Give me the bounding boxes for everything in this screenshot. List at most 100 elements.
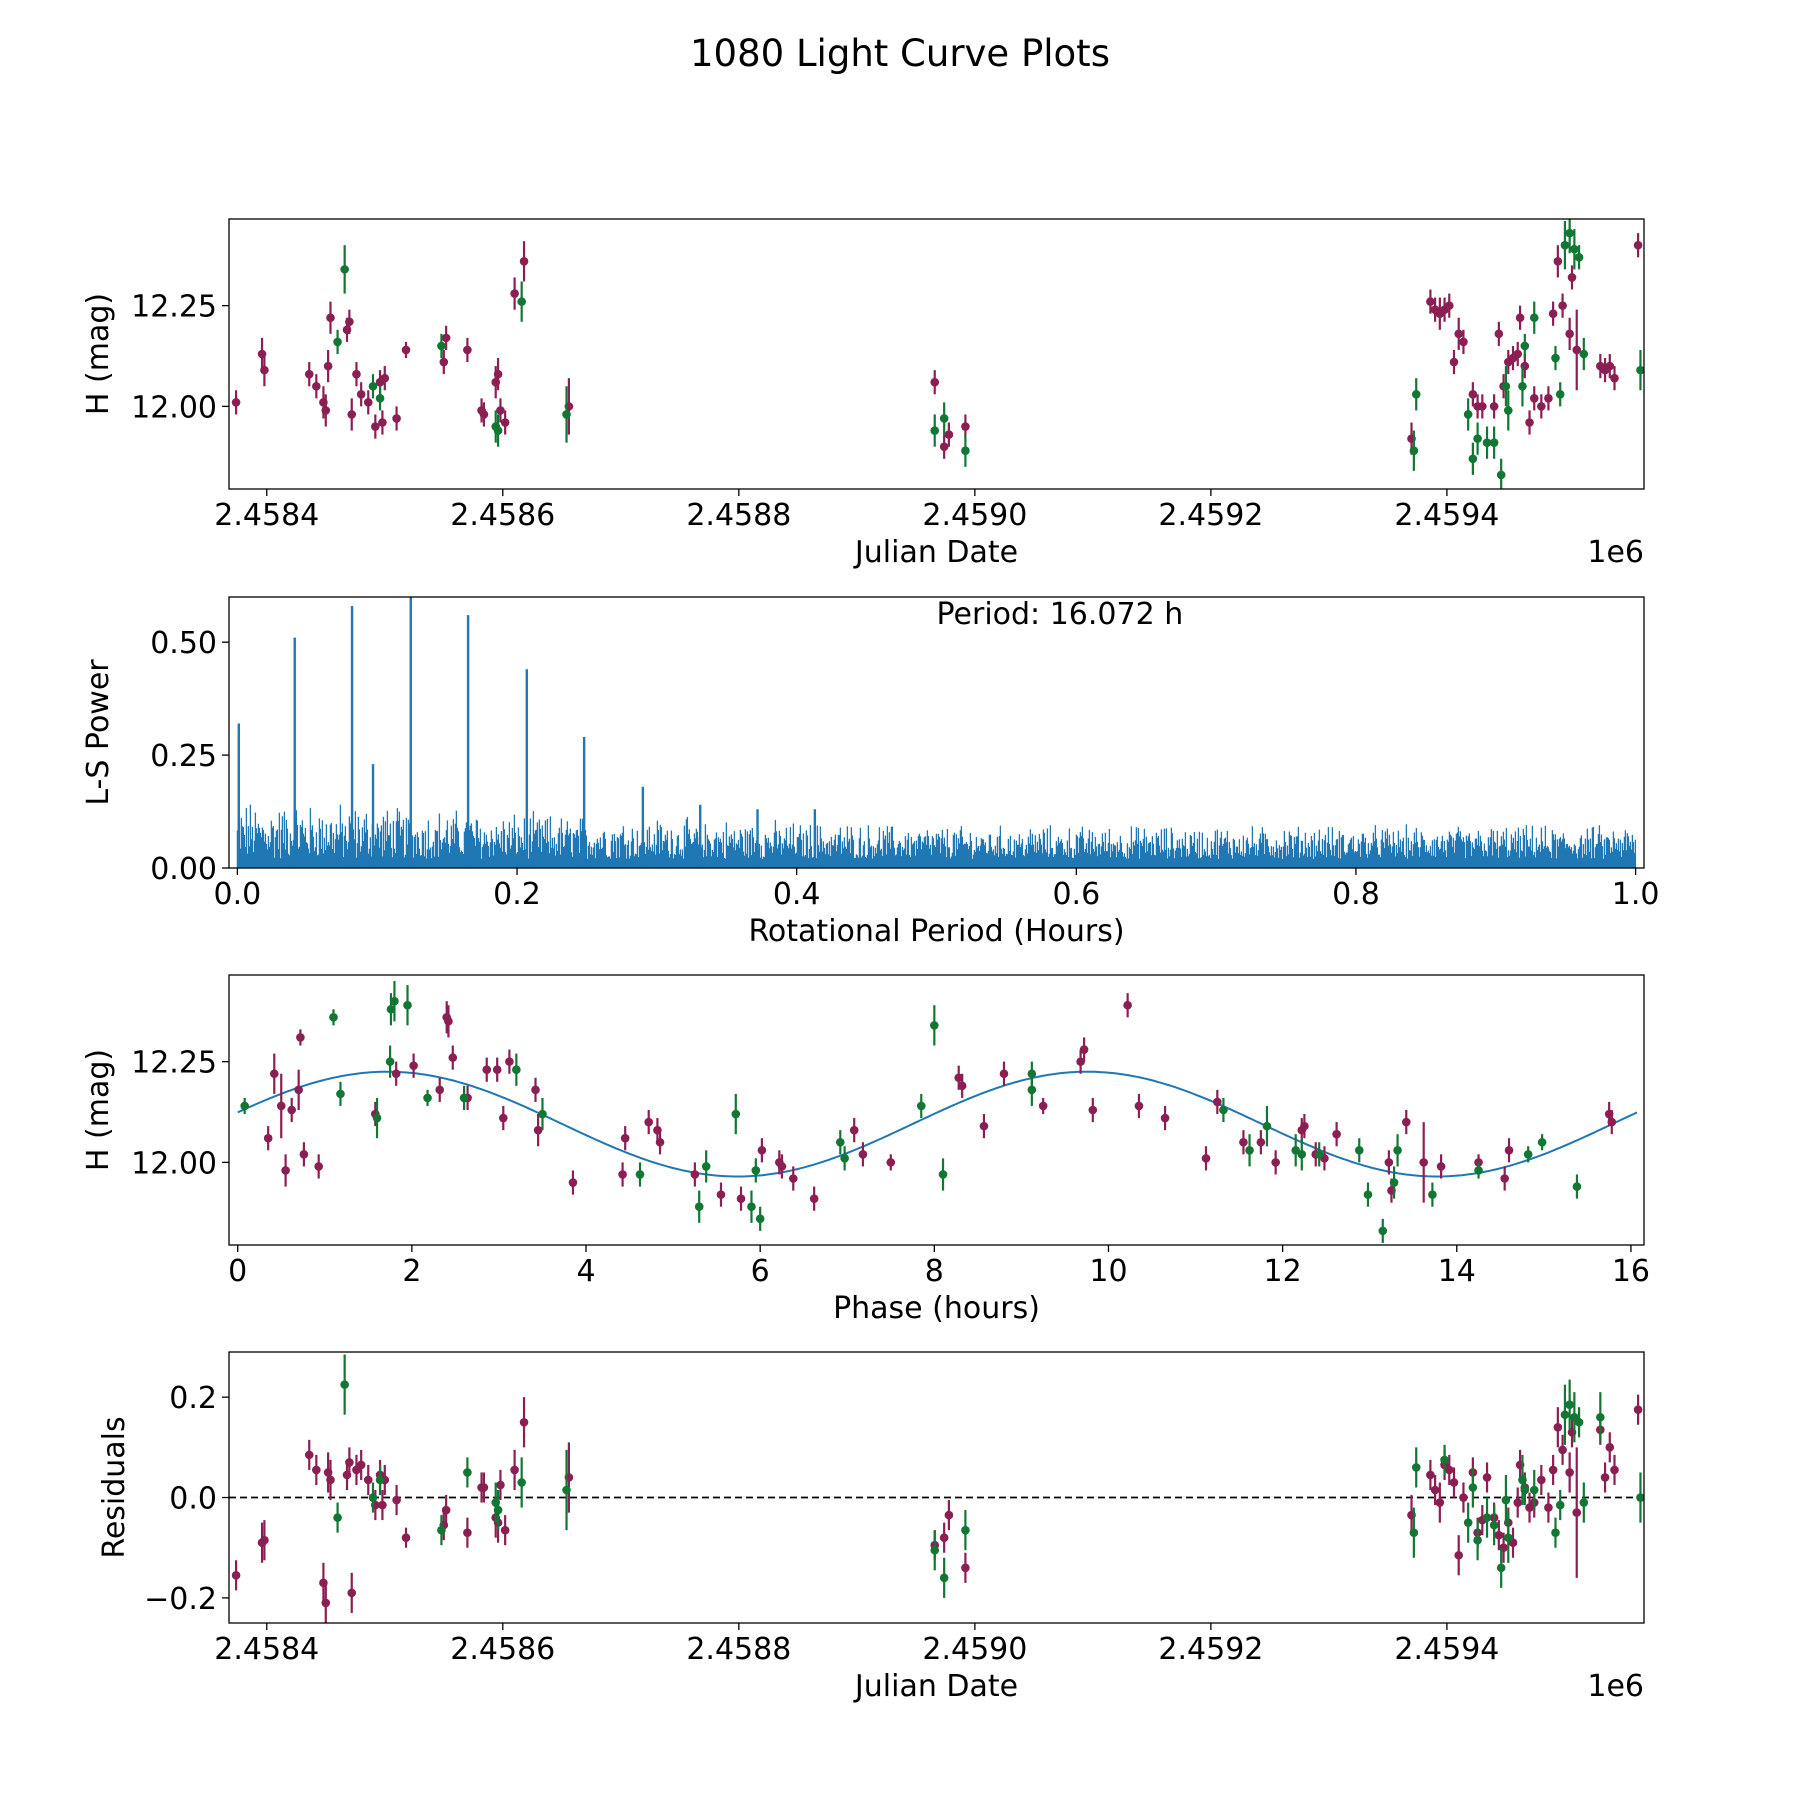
point-marker: [1572, 1508, 1582, 1517]
data-point: [1444, 293, 1454, 318]
data-point: [562, 386, 571, 443]
data-point: [299, 1142, 309, 1167]
data-point: [1513, 341, 1523, 367]
data-point: [493, 414, 503, 447]
data-point: [939, 1522, 949, 1553]
data-point: [519, 1397, 529, 1448]
point-marker: [1201, 1154, 1211, 1163]
point-marker: [1473, 1535, 1482, 1545]
data-point: [1494, 1520, 1504, 1551]
filter-c-series: [240, 981, 1582, 1243]
point-marker: [1426, 1470, 1435, 1480]
data-point: [492, 1057, 502, 1082]
point-marker: [961, 422, 970, 431]
data-point: [1468, 1467, 1478, 1508]
data-point: [1384, 1150, 1394, 1175]
data-point: [1572, 1174, 1582, 1199]
data-point: [690, 1162, 700, 1187]
phased-y-label: H (mag): [81, 1049, 116, 1171]
data-point: [372, 1097, 382, 1139]
point-marker: [1378, 1226, 1388, 1236]
data-point: [1525, 410, 1534, 435]
data-point: [716, 1182, 726, 1207]
data-point: [444, 1005, 453, 1038]
point-marker: [1553, 1422, 1563, 1432]
data-point: [287, 1097, 296, 1123]
point-marker: [459, 1093, 469, 1103]
point-marker: [1401, 1117, 1411, 1127]
point-marker: [954, 1073, 964, 1083]
data-point: [1482, 1462, 1492, 1493]
data-point: [498, 1105, 508, 1131]
data-point: [644, 1110, 654, 1135]
data-point: [1314, 1142, 1324, 1167]
data-point: [1605, 1432, 1615, 1463]
y-tick-label: 0.00: [150, 852, 217, 887]
y-tick-label: 0.25: [150, 739, 217, 774]
data-point: [1572, 309, 1582, 391]
point-marker: [1579, 349, 1589, 359]
data-point: [1291, 1134, 1300, 1167]
point-marker: [849, 1125, 859, 1135]
point-marker: [747, 1202, 756, 1212]
point-marker: [1610, 1465, 1619, 1475]
data-point: [1409, 1507, 1419, 1558]
point-marker: [1551, 1528, 1560, 1537]
data-point: [1079, 1037, 1089, 1062]
data-point: [1363, 1182, 1373, 1207]
data-point: [401, 1527, 411, 1548]
data-point: [1560, 221, 1570, 270]
point-marker: [386, 1004, 396, 1014]
data-point: [479, 402, 489, 427]
point-marker: [1496, 1563, 1506, 1573]
point-marker: [1314, 1150, 1324, 1159]
y-tick-label: 0.2: [169, 1381, 217, 1416]
data-point: [1607, 1110, 1617, 1135]
data-point: [463, 337, 472, 363]
data-point: [512, 1053, 521, 1086]
point-marker: [1572, 345, 1582, 355]
point-marker: [1354, 1145, 1364, 1155]
data-point: [1551, 345, 1560, 371]
data-point: [1565, 317, 1574, 350]
data-point: [1501, 1474, 1511, 1526]
clipped-marks: [237, 981, 1638, 1243]
x-tick-label: 2.4586: [450, 498, 555, 533]
point-marker: [517, 297, 526, 306]
light-curve-offset-label: 1e6: [1587, 535, 1644, 570]
point-marker: [1426, 297, 1435, 306]
data-point: [340, 245, 349, 294]
point-marker: [1565, 1400, 1574, 1409]
point-marker: [1430, 1485, 1440, 1495]
point-marker: [1134, 1101, 1144, 1111]
point-marker: [517, 1478, 526, 1487]
point-marker: [304, 369, 314, 379]
point-marker: [944, 430, 954, 439]
point-marker: [1474, 1158, 1483, 1167]
data-point: [1449, 349, 1459, 375]
point-marker: [840, 1154, 849, 1163]
point-marker: [492, 1065, 502, 1075]
point-marker: [1454, 1550, 1464, 1560]
data-point: [1560, 1384, 1570, 1445]
point-marker: [1468, 1483, 1478, 1492]
data-point: [731, 1093, 741, 1135]
point-marker: [385, 1057, 395, 1066]
point-marker: [500, 418, 510, 427]
data-point: [1551, 1517, 1560, 1548]
point-marker: [375, 1475, 385, 1485]
data-point: [1213, 1089, 1222, 1115]
data-point: [568, 1170, 578, 1195]
data-point: [392, 1484, 401, 1516]
data-point: [1256, 1130, 1266, 1155]
data-point: [751, 1158, 761, 1183]
point-marker: [731, 1109, 741, 1119]
point-marker: [352, 369, 361, 379]
x-tick-label: 2.4594: [1394, 498, 1499, 533]
data-point: [1496, 1547, 1506, 1588]
point-marker: [441, 333, 451, 343]
point-marker: [1440, 1455, 1449, 1465]
point-marker: [260, 365, 269, 375]
point-marker: [1579, 1498, 1589, 1507]
data-point: [1123, 993, 1132, 1018]
